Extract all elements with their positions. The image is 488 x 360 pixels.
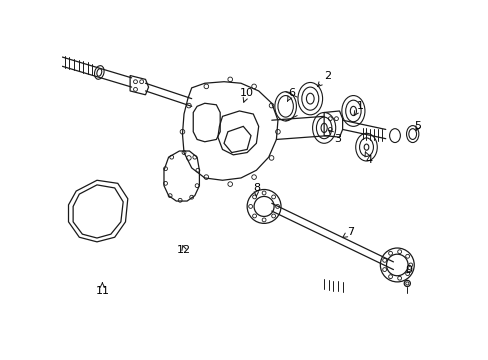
Text: 5: 5 — [414, 121, 421, 131]
Text: 1: 1 — [353, 101, 363, 116]
Text: 11: 11 — [95, 283, 109, 296]
Text: 12: 12 — [177, 244, 191, 255]
Text: 2: 2 — [317, 71, 331, 87]
Text: 9: 9 — [405, 265, 411, 275]
Text: 10: 10 — [240, 88, 254, 102]
Text: 4: 4 — [364, 152, 371, 165]
Text: 6: 6 — [287, 88, 295, 101]
Text: 7: 7 — [342, 227, 354, 238]
Text: 8: 8 — [252, 183, 260, 196]
Text: 3: 3 — [328, 130, 341, 144]
